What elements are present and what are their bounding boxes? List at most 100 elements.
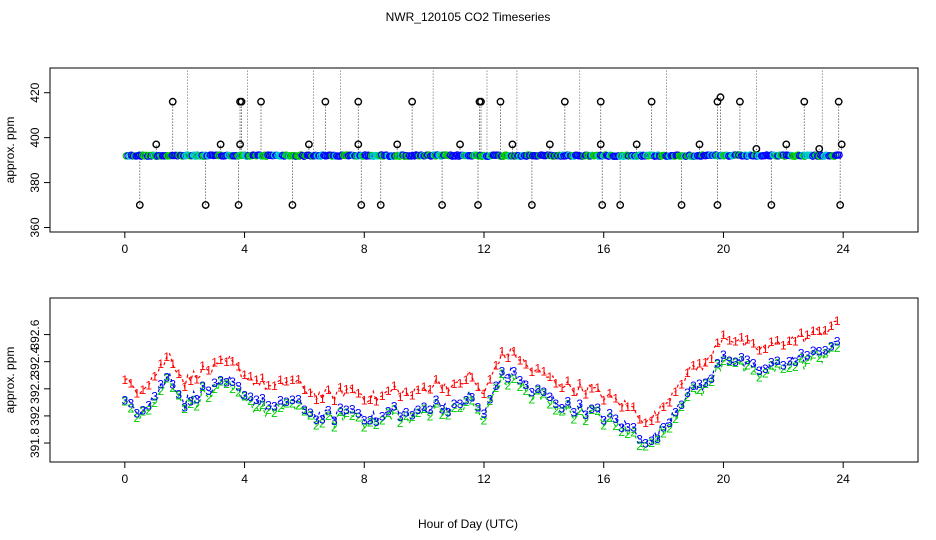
series-marker-1: 1 <box>283 375 290 389</box>
series-marker-3: 3 <box>690 379 697 393</box>
outlier-point <box>632 140 641 149</box>
series-marker-1: 1 <box>439 382 446 396</box>
series-marker-2: 2 <box>175 389 182 403</box>
series-marker-2: 2 <box>307 408 314 422</box>
series-marker-2: 2 <box>433 397 440 411</box>
series-marker-3: 3 <box>235 380 242 394</box>
series-marker-1: 1 <box>696 357 703 371</box>
series-marker-2: 2 <box>756 370 763 384</box>
series-marker-1: 1 <box>229 354 236 368</box>
outlier-point <box>767 201 776 209</box>
series-marker-1: 1 <box>259 371 266 385</box>
series-marker-1: 1 <box>199 359 206 373</box>
y-tick-label: 392.6 <box>28 319 42 349</box>
series-marker-2: 2 <box>235 385 242 399</box>
outlier-point <box>168 97 177 106</box>
outlier-point <box>305 140 313 149</box>
series-marker-1: 1 <box>481 387 488 401</box>
series-marker-1: 1 <box>612 391 619 405</box>
series-marker-2: 2 <box>259 398 266 412</box>
x-tick-label: 4 <box>241 242 248 256</box>
series-marker-1: 1 <box>828 319 835 333</box>
series-marker-1: 1 <box>205 364 212 378</box>
series-marker-2: 2 <box>451 401 458 415</box>
series-marker-2: 2 <box>666 422 673 436</box>
series-marker-2: 2 <box>223 377 230 391</box>
series-marker-3: 3 <box>127 397 134 411</box>
x-tick-label: 8 <box>361 242 368 256</box>
series-marker-2: 2 <box>552 403 559 417</box>
series-marker-1: 1 <box>499 344 506 358</box>
series-marker-1: 1 <box>594 381 601 395</box>
series-marker-1: 1 <box>277 373 284 387</box>
series-marker-1: 1 <box>654 412 661 426</box>
series-marker-2: 2 <box>834 341 841 355</box>
series-marker-1: 1 <box>193 372 200 386</box>
series-marker-3: 3 <box>181 401 188 415</box>
series-marker-2: 2 <box>463 395 470 409</box>
y-tick-label: 392.2 <box>28 373 42 403</box>
series-marker-1: 1 <box>666 396 673 410</box>
series-marker-3: 3 <box>654 432 661 446</box>
outlier-point <box>647 97 656 106</box>
series-marker-3: 3 <box>313 413 320 427</box>
series-marker-3: 3 <box>223 375 230 389</box>
series-marker-3: 3 <box>439 402 446 416</box>
series-marker-2: 2 <box>726 355 733 369</box>
series-marker-2: 2 <box>481 413 488 427</box>
series-marker-1: 1 <box>211 355 218 369</box>
series-marker-3: 3 <box>193 393 200 407</box>
series-marker-1: 1 <box>702 356 709 370</box>
series-marker-2: 2 <box>732 356 739 370</box>
series-marker-2: 2 <box>523 384 530 398</box>
series-marker-3: 3 <box>511 365 518 379</box>
series-marker-2: 2 <box>403 409 410 423</box>
series-marker-1: 1 <box>127 376 134 390</box>
series-marker-2: 2 <box>265 403 272 417</box>
figure-title: NWR_120105 CO2 Timeseries <box>386 10 551 24</box>
series-marker-2: 2 <box>738 353 745 367</box>
outlier-point <box>598 201 607 209</box>
outlier-point <box>201 201 210 209</box>
series-marker-3: 3 <box>445 405 452 419</box>
series-marker-3: 3 <box>738 351 745 365</box>
x-tick-label: 4 <box>241 472 248 486</box>
series-marker-1: 1 <box>576 377 583 391</box>
series-marker-1: 1 <box>163 350 170 364</box>
series-marker-2: 2 <box>828 340 835 354</box>
x-tick-label: 12 <box>477 242 491 256</box>
series-marker-3: 3 <box>708 372 715 386</box>
series-marker-3: 3 <box>277 394 284 408</box>
series-marker-3: 3 <box>151 390 158 404</box>
series-marker-3: 3 <box>774 354 781 368</box>
outlier-point <box>257 97 265 106</box>
outlier-point <box>376 201 385 209</box>
series-marker-3: 3 <box>564 395 571 409</box>
series-marker-1: 1 <box>313 393 320 407</box>
series-marker-1: 1 <box>385 384 392 398</box>
series-marker-3: 3 <box>397 410 404 424</box>
outlier-point <box>508 140 517 149</box>
series-marker-3: 3 <box>163 370 170 384</box>
series-marker-2: 2 <box>331 420 338 434</box>
series-marker-3: 3 <box>762 362 769 376</box>
series-marker-2: 2 <box>133 411 140 425</box>
series-marker-2: 2 <box>493 381 500 395</box>
series-marker-3: 3 <box>403 405 410 419</box>
x-tick-label: 24 <box>836 472 850 486</box>
series-marker-3: 3 <box>487 393 494 407</box>
series-marker-1: 1 <box>421 380 428 394</box>
series-marker-2: 2 <box>151 396 158 410</box>
series-marker-1: 1 <box>247 370 254 384</box>
series-marker-3: 3 <box>121 393 128 407</box>
series-marker-3: 3 <box>816 345 823 359</box>
series-marker-1: 1 <box>600 393 607 407</box>
series-marker-1: 1 <box>780 338 787 352</box>
x-tick-label: 20 <box>717 242 731 256</box>
series-marker-1: 1 <box>529 365 536 379</box>
series-marker-2: 2 <box>702 377 709 391</box>
series-marker-1: 1 <box>265 378 272 392</box>
outlier-point <box>596 97 605 106</box>
series-marker-2: 2 <box>541 386 548 400</box>
series-marker-1: 1 <box>289 373 296 387</box>
